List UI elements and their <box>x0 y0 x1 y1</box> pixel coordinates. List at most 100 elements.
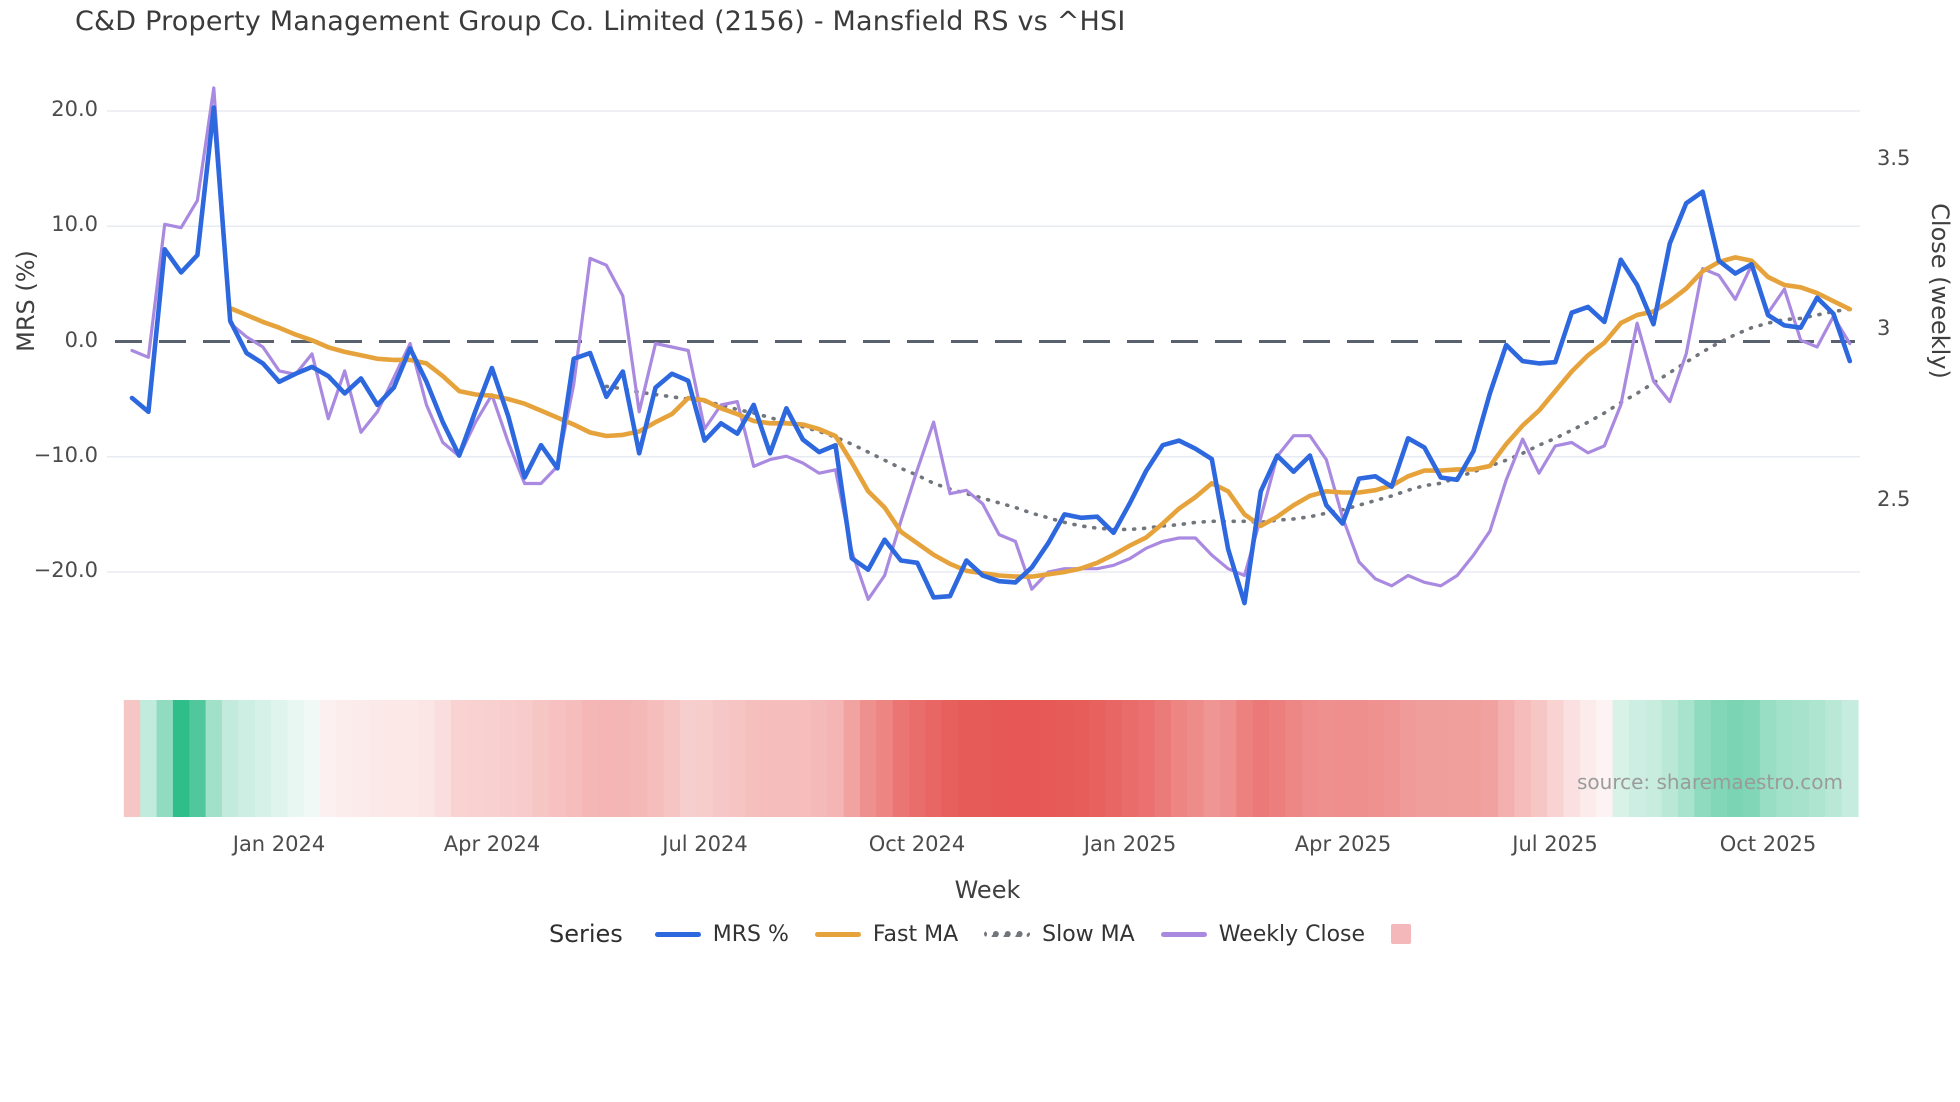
heatmap-cell <box>598 700 616 817</box>
heatmap-cell <box>1710 700 1728 817</box>
heatmap-cell <box>451 700 468 817</box>
legend-label: Slow MA <box>1042 921 1135 947</box>
x-tick: Apr 2025 <box>1294 832 1392 856</box>
legend-item-fast-ma: Fast MA <box>814 921 959 947</box>
heatmap-cell <box>729 700 747 817</box>
heatmap-cell <box>221 700 239 817</box>
heatmap-cell <box>1301 700 1319 817</box>
heatmap-cell <box>516 700 534 817</box>
heatmap-cell <box>1170 700 1188 817</box>
heatmap-cell <box>1089 700 1107 817</box>
legend-label: MRS % <box>712 921 789 947</box>
heatmap-cell <box>1383 700 1401 817</box>
legend-item-mrs-: MRS % <box>654 921 789 947</box>
heatmap-cell <box>532 700 550 817</box>
heatmap-cell <box>778 700 796 817</box>
y-tick-left: 10.0 <box>51 212 98 236</box>
heatmap-cell <box>1776 700 1794 817</box>
heatmap-cell <box>369 700 387 817</box>
y-axis-label-right: Close (weekly) <box>1926 203 1954 379</box>
x-tick: Apr 2024 <box>443 832 541 856</box>
x-tick: Jan 2024 <box>232 832 326 856</box>
x-tick: Oct 2025 <box>1719 832 1817 856</box>
heatmap-cell <box>1628 700 1646 817</box>
heatmap-cell <box>205 700 223 817</box>
heatmap-cell <box>1056 700 1074 817</box>
x-tick: Jul 2025 <box>1512 832 1598 856</box>
heatmap-cell <box>1138 700 1156 817</box>
heatmap-cell <box>958 700 976 817</box>
heatmap-cell <box>1269 700 1286 817</box>
heatmap-cell <box>565 700 583 817</box>
source-note: source: sharemaestro.com <box>1577 770 1843 794</box>
heatmap-cell <box>1514 700 1532 817</box>
heatmap-cell <box>189 700 207 817</box>
heatmap-cell <box>320 700 338 817</box>
heatmap-cell <box>1121 700 1139 817</box>
heatmap-cell <box>401 700 419 817</box>
heatmap-cell <box>254 700 272 817</box>
heatmap-cell <box>647 700 665 817</box>
heatmap-cell <box>860 700 877 817</box>
heatmap-cell <box>630 700 648 817</box>
heatmap-cell <box>1318 700 1336 817</box>
heatmap-cell <box>1759 700 1777 817</box>
heatmap-cell <box>1808 700 1826 817</box>
y-tick-right: 3 <box>1877 316 1891 340</box>
heatmap-cell <box>352 700 370 817</box>
y-tick-right: 2.5 <box>1877 487 1911 511</box>
heatmap-cell <box>843 700 861 817</box>
series-line-mrs- <box>129 105 1853 606</box>
heatmap-cell <box>500 700 518 817</box>
heatmap-cell <box>1072 700 1090 817</box>
legend-swatch-icon <box>984 931 1031 937</box>
heatmap-cell <box>172 700 190 817</box>
heatmap-cell <box>663 700 681 817</box>
y-tick-right: 3.5 <box>1877 146 1911 170</box>
chart-title: C&D Property Management Group Co. Limite… <box>75 6 1126 37</box>
heatmap-cell <box>1039 700 1057 817</box>
heatmap-cell <box>1236 700 1254 817</box>
heatmap-cell <box>876 700 894 817</box>
heatmap-cell <box>140 700 158 817</box>
heatmap-cell <box>1694 700 1712 817</box>
heatmap-cell <box>1252 700 1270 817</box>
heatmap-cell <box>1547 700 1565 817</box>
heatmap-cell <box>1841 700 1859 817</box>
heatmap-cell <box>1498 700 1516 817</box>
chart-legend: Series MRS % Fast MA Slow MA Weekly Close <box>0 920 1960 948</box>
heatmap-cell <box>303 700 321 817</box>
heatmap-cell <box>1530 700 1548 817</box>
heatmap-cell <box>1661 700 1679 817</box>
heatmap-cell <box>1203 700 1221 817</box>
heatmap-cell <box>483 700 501 817</box>
heatmap-cell <box>1792 700 1810 817</box>
x-tick: Oct 2024 <box>868 832 966 856</box>
heatmap-cell <box>1645 700 1663 817</box>
heatmap-cell <box>238 700 256 817</box>
heatmap-cell <box>1399 700 1417 817</box>
legend-swatch-icon <box>654 931 701 937</box>
heatmap-cell <box>1481 700 1499 817</box>
y-tick-left: 20.0 <box>51 97 98 121</box>
heatmap-cell <box>925 700 943 817</box>
heatmap-cell <box>1285 700 1303 817</box>
heatmap-cell <box>467 700 485 817</box>
y-tick-left: −10.0 <box>33 443 98 467</box>
heatmap-strip <box>123 700 1859 817</box>
heatmap-cell <box>336 700 354 817</box>
heatmap-cell <box>1367 700 1385 817</box>
legend-label: Fast MA <box>872 921 959 947</box>
heatmap-cell <box>1579 700 1597 817</box>
heatmap-cell <box>761 700 779 817</box>
heatmap-cell <box>1727 700 1745 817</box>
heatmap-cell <box>434 700 452 817</box>
heatmap-cell <box>909 700 927 817</box>
legend-swatch-icon <box>814 931 861 937</box>
series-line-weekly-close <box>130 86 1852 601</box>
heatmap-cell <box>1432 700 1450 817</box>
legend-heatmap-swatch-icon <box>1391 924 1412 944</box>
heatmap-cell <box>385 700 403 817</box>
heatmap-cell <box>1350 700 1368 817</box>
